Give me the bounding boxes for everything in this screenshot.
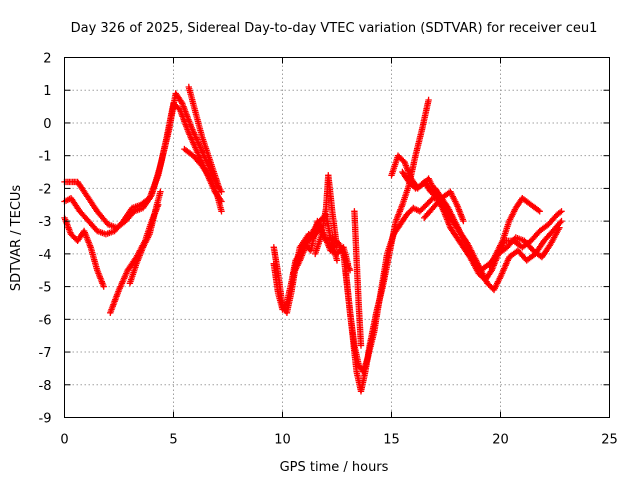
y-tick-label: -6 — [39, 313, 52, 328]
x-axis-label: GPS time / hours — [280, 460, 389, 475]
data-point — [557, 219, 564, 226]
chart-title: Day 326 of 2025, Sidereal Day-to-day VTE… — [71, 21, 598, 36]
y-tick-label: -4 — [39, 248, 52, 263]
series-arc-2 — [61, 100, 225, 238]
data-point — [357, 342, 365, 349]
series-arc-10 — [290, 211, 341, 277]
x-tick-label: 25 — [601, 433, 618, 448]
y-tick-label: -5 — [39, 281, 52, 296]
data-point — [425, 96, 432, 104]
y-tick-label: -8 — [39, 379, 52, 394]
y-tick-label: -9 — [39, 412, 52, 427]
data-point — [460, 217, 467, 225]
x-tick-label: 5 — [169, 433, 177, 448]
data-point — [218, 188, 225, 195]
series-arc-7 — [185, 83, 223, 192]
series-arc-11 — [312, 172, 341, 258]
data-point — [333, 244, 341, 251]
data-point — [218, 208, 225, 215]
data-point — [536, 208, 543, 215]
x-tick-label: 10 — [274, 433, 291, 448]
data-point — [333, 257, 341, 264]
y-tick-label: 1 — [43, 84, 51, 99]
data-point — [556, 209, 564, 216]
data-point — [157, 188, 164, 195]
data-point — [216, 185, 223, 192]
y-tick-label: -2 — [39, 182, 52, 197]
y-axis-label: SDTVAR / TECUs — [9, 185, 24, 292]
series-arc-14 — [351, 208, 365, 349]
y-tick-label: -7 — [39, 346, 52, 361]
data-point — [558, 217, 565, 225]
y-tick-label: 2 — [43, 52, 51, 67]
data-point — [556, 224, 563, 231]
series-arc-17 — [431, 185, 563, 274]
x-tick-label: 20 — [492, 433, 509, 448]
y-tick-label: -3 — [39, 215, 52, 230]
series-arc-6 — [181, 145, 225, 215]
data-layer — [61, 83, 565, 395]
data-point — [428, 196, 435, 203]
x-tick-label: 0 — [60, 433, 68, 448]
series-arc-3 — [61, 214, 107, 290]
y-tick-label: -1 — [39, 150, 52, 165]
series-arc-18 — [486, 195, 543, 271]
plot-frame — [64, 57, 610, 418]
series-arc-19 — [421, 188, 467, 225]
series-arc-13 — [342, 195, 443, 375]
y-tick-label: 0 — [43, 117, 51, 132]
data-point — [100, 283, 107, 290]
x-tick-label: 15 — [383, 433, 400, 448]
data-point — [535, 207, 542, 214]
data-point — [558, 208, 565, 215]
series-arc-5 — [126, 188, 164, 287]
